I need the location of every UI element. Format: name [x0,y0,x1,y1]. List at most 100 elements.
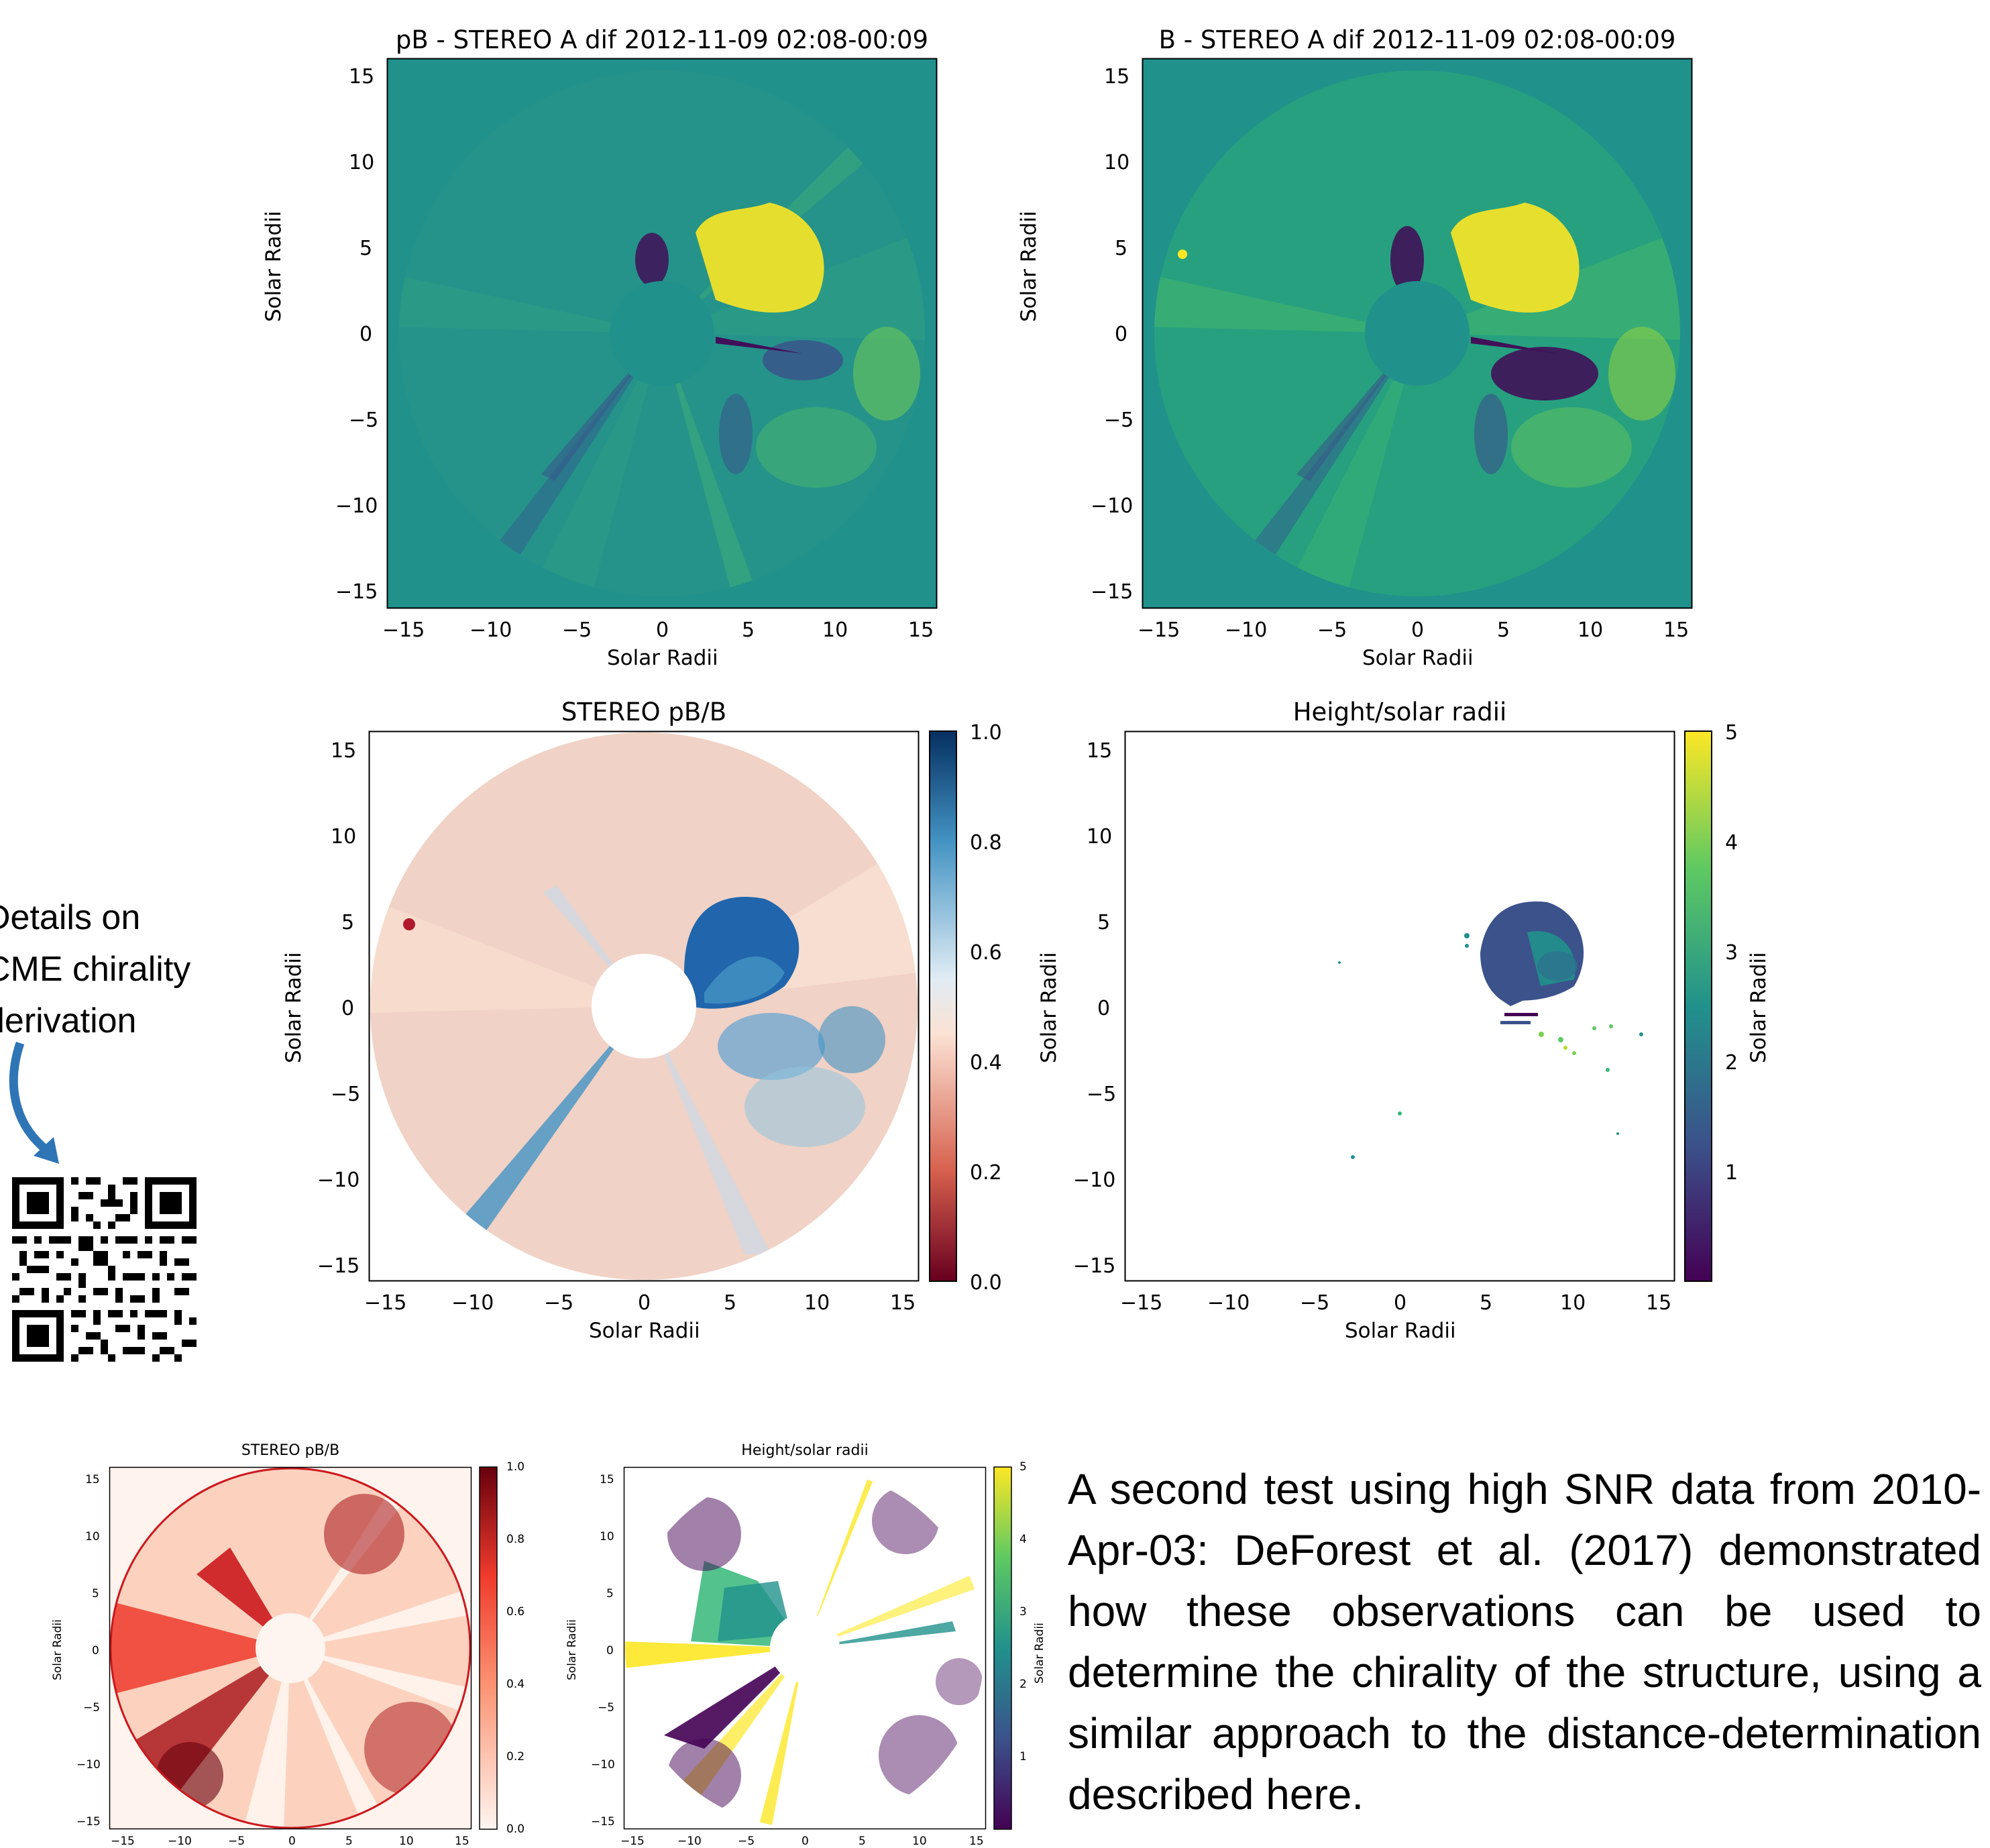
height-small-title: Height/solar radii [741,1442,869,1459]
tick: −5 [83,1701,101,1715]
tick: 10 [1578,618,1604,642]
tick: 5 [92,1587,99,1600]
b-ylabel: Solar Radii [1017,211,1041,322]
tick: 0 [360,323,373,346]
tick: 0.8 [506,1533,525,1546]
tick: −15 [1073,1254,1116,1278]
tick: −5 [349,409,379,432]
tick: 15 [890,1291,916,1315]
tick: −10 [451,1291,494,1315]
tick: 5 [724,1291,737,1315]
tick: 0 [656,618,669,642]
ratio-xlabel: Solar Radii [589,1319,700,1343]
tick: 10 [85,1530,100,1543]
tick: 15 [349,65,375,89]
tick: 0 [1097,997,1111,1020]
tick: 15 [1663,618,1690,642]
tick: −5 [1317,618,1347,642]
pb-ylabel: Solar Radii [262,211,286,322]
tick: −10 [469,618,512,642]
b-xlabel: Solar Radii [1362,646,1474,670]
tick: 0.0 [970,1271,1002,1295]
tick: 0 [288,1835,296,1848]
tick: −5 [598,1701,615,1715]
tick: 15 [85,1473,100,1486]
tick: 0 [1411,618,1425,642]
tick: 5 [1097,911,1111,934]
qr-code-icon[interactable] [12,1177,197,1362]
tick: 5 [1019,1460,1027,1474]
tick: −15 [382,618,425,642]
tick: 10 [349,151,375,174]
tick: 10 [331,825,357,849]
tick: −10 [335,494,378,518]
side-note-line-1: Details on [0,898,141,937]
tick: 4 [1725,831,1738,855]
tick: 0 [638,1291,651,1315]
tick: 15 [455,1835,469,1848]
ratio-small-image [109,1466,472,1830]
tick: 0 [1394,1291,1407,1315]
tick: −15 [1091,580,1134,604]
height-small-colorbar-label: Solar Radii [1033,1623,1046,1684]
height-small-colorbar [993,1466,1012,1830]
ratio-small-ylabel: Solar Radii [51,1619,64,1680]
tick: 15 [331,739,357,763]
tick: 15 [1646,1291,1672,1315]
height-plot-title: Height/solar radii [1292,698,1507,726]
tick: −10 [677,1835,702,1848]
side-note: Details on CME chirality derivation [0,892,190,1047]
tick: 0.0 [506,1823,525,1836]
tick: 3 [1019,1605,1027,1619]
tick: 5 [742,618,755,642]
side-note-line-2: CME chirality [0,950,191,989]
tick: −15 [1120,1291,1163,1315]
tick: −15 [1138,618,1180,642]
tick: 15 [1087,739,1113,763]
tick: 2 [1019,1678,1027,1691]
height-colorbar-label: Solar Radii [1747,952,1771,1063]
tick: 5 [360,237,373,260]
tick: −10 [1073,1168,1116,1192]
tick: 1 [1019,1750,1027,1763]
tick: −15 [317,1254,360,1278]
ratio-small-title: STEREO pB/B [241,1442,340,1459]
height-ylabel: Solar Radii [1037,952,1061,1063]
tick: −5 [331,1083,361,1106]
tick: 0.4 [970,1051,1002,1075]
tick: 5 [859,1835,866,1848]
tick: 15 [1104,65,1130,89]
tick: 10 [399,1835,414,1848]
pb-plot-title: pB - STEREO A dif 2012-11-09 02:08-00:09 [395,25,929,54]
tick: 0.8 [970,831,1002,855]
tick: 5 [606,1587,614,1600]
tick: 10 [822,618,848,642]
curved-arrow-icon [9,1041,59,1164]
tick: 0 [606,1644,614,1657]
tick: 0.4 [506,1678,525,1691]
ratio-colorbar [929,730,957,1282]
tick: 4 [1019,1533,1027,1546]
tick: 0.2 [506,1750,525,1763]
tick: −15 [620,1835,645,1848]
b-plot-title: B - STEREO A dif 2012-11-09 02:08-00:09 [1158,25,1676,54]
tick: −10 [168,1835,192,1848]
pb-xlabel: Solar Radii [607,646,718,670]
tick: −15 [591,1815,615,1829]
tick: −10 [317,1168,360,1192]
tick: 2 [1725,1051,1738,1075]
tick: 10 [600,1530,614,1543]
tick: 5 [1480,1291,1493,1315]
tick: 10 [1560,1291,1586,1315]
tick: 5 [1725,721,1738,745]
tick: 15 [600,1473,614,1486]
tick: 5 [345,1835,353,1848]
tick: −10 [76,1758,101,1772]
tick: −15 [111,1835,135,1848]
tick: 1.0 [970,721,1002,745]
ratio-image [368,730,920,1282]
tick: −5 [228,1835,245,1848]
height-xlabel: Solar Radii [1345,1319,1456,1343]
tick: 10 [804,1291,830,1315]
tick: −10 [1225,618,1268,642]
